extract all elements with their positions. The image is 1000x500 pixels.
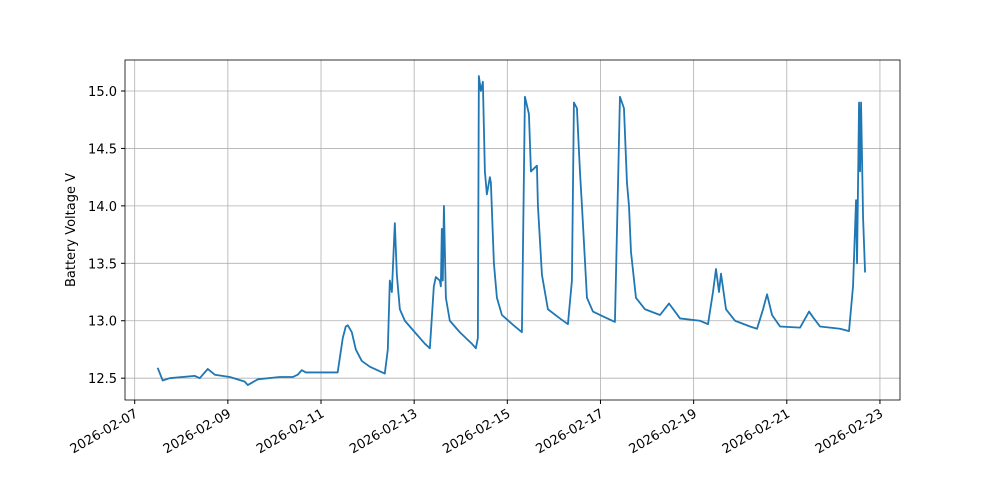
y-tick-label: 13.0 — [88, 315, 117, 330]
x-tick-label: 2026-02-23 — [813, 406, 886, 457]
x-tick-label: 2026-02-15 — [440, 406, 513, 457]
x-tick-label: 2026-02-17 — [534, 406, 607, 457]
x-tick-label: 2026-02-11 — [254, 406, 327, 457]
y-tick-label: 12.5 — [88, 372, 117, 387]
plot-frame — [124, 59, 901, 401]
x-tick-label: 2026-02-21 — [720, 406, 793, 457]
x-tick-label: 2026-02-13 — [347, 406, 420, 457]
y-axis-label: Battery Voltage V — [64, 173, 79, 287]
y-tick-label: 15.0 — [88, 85, 117, 100]
x-tick-label: 2026-02-07 — [68, 406, 141, 457]
x-tick-label: 2026-02-19 — [627, 406, 700, 457]
voltage-line — [156, 75, 866, 386]
y-tick-label: 14.5 — [88, 142, 117, 157]
x-tick-label: 2026-02-09 — [161, 406, 234, 457]
y-tick-label: 13.5 — [88, 257, 117, 272]
y-tick-label: 14.0 — [88, 200, 117, 215]
